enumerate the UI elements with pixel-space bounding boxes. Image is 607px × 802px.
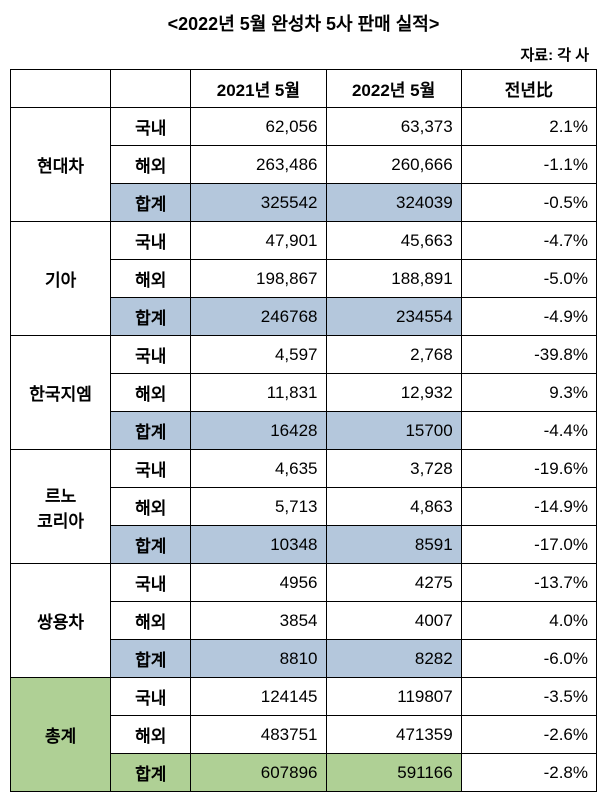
table-row: 르노 코리아국내4,6353,728-19.6% — [11, 450, 597, 488]
source-label: 자료: 각 사 — [10, 44, 597, 65]
type-cell: 국내 — [111, 564, 191, 602]
value-2021: 62,056 — [191, 108, 326, 146]
value-2022: 15700 — [326, 412, 461, 450]
header-row: 2021년 5월 2022년 5월 전년比 — [11, 70, 597, 108]
type-cell: 해외 — [111, 488, 191, 526]
header-blank1 — [11, 70, 111, 108]
type-cell: 국내 — [111, 336, 191, 374]
value-yoy: -39.8% — [461, 336, 596, 374]
value-2021: 4,635 — [191, 450, 326, 488]
type-cell: 국내 — [111, 450, 191, 488]
company-cell: 쌍용차 — [11, 564, 111, 678]
value-2022: 45,663 — [326, 222, 461, 260]
value-yoy: 4.0% — [461, 602, 596, 640]
table-row: 한국지엠국내4,5972,768-39.8% — [11, 336, 597, 374]
value-yoy: -4.7% — [461, 222, 596, 260]
table-row: 쌍용차국내49564275-13.7% — [11, 564, 597, 602]
type-cell: 해외 — [111, 146, 191, 184]
type-cell: 합계 — [111, 640, 191, 678]
type-cell: 국내 — [111, 108, 191, 146]
sales-table: 2021년 5월 2022년 5월 전년比 현대차국내62,05663,3732… — [10, 69, 597, 792]
type-cell: 해외 — [111, 602, 191, 640]
value-2021: 198,867 — [191, 260, 326, 298]
value-yoy: 9.3% — [461, 374, 596, 412]
value-yoy: -1.1% — [461, 146, 596, 184]
value-2021: 325542 — [191, 184, 326, 222]
value-2021: 16428 — [191, 412, 326, 450]
table-row: 현대차국내62,05663,3732.1% — [11, 108, 597, 146]
value-2021: 263,486 — [191, 146, 326, 184]
value-yoy: -2.6% — [461, 716, 596, 754]
type-cell: 합계 — [111, 754, 191, 792]
type-cell: 합계 — [111, 526, 191, 564]
value-2022: 260,666 — [326, 146, 461, 184]
value-yoy: -6.0% — [461, 640, 596, 678]
company-cell: 현대차 — [11, 108, 111, 222]
type-cell: 합계 — [111, 412, 191, 450]
value-2022: 234554 — [326, 298, 461, 336]
value-2022: 324039 — [326, 184, 461, 222]
value-2022: 63,373 — [326, 108, 461, 146]
value-yoy: -2.8% — [461, 754, 596, 792]
value-yoy: -14.9% — [461, 488, 596, 526]
type-cell: 합계 — [111, 184, 191, 222]
value-2021: 11,831 — [191, 374, 326, 412]
value-2022: 4275 — [326, 564, 461, 602]
value-2022: 12,932 — [326, 374, 461, 412]
value-2021: 4956 — [191, 564, 326, 602]
table-title: <2022년 5월 완성차 5사 판매 실적> — [10, 10, 597, 36]
value-2022: 4,863 — [326, 488, 461, 526]
company-cell: 기아 — [11, 222, 111, 336]
value-2022: 4007 — [326, 602, 461, 640]
value-2022: 591166 — [326, 754, 461, 792]
value-yoy: -0.5% — [461, 184, 596, 222]
value-2021: 3854 — [191, 602, 326, 640]
value-2021: 246768 — [191, 298, 326, 336]
company-cell: 르노 코리아 — [11, 450, 111, 564]
value-2022: 3,728 — [326, 450, 461, 488]
value-2022: 188,891 — [326, 260, 461, 298]
value-2021: 47,901 — [191, 222, 326, 260]
value-yoy: -19.6% — [461, 450, 596, 488]
value-yoy: -17.0% — [461, 526, 596, 564]
value-yoy: -4.4% — [461, 412, 596, 450]
table-row: 기아국내47,90145,663-4.7% — [11, 222, 597, 260]
type-cell: 합계 — [111, 298, 191, 336]
value-2022: 8282 — [326, 640, 461, 678]
value-2021: 607896 — [191, 754, 326, 792]
header-2021: 2021년 5월 — [191, 70, 326, 108]
value-2021: 4,597 — [191, 336, 326, 374]
type-cell: 해외 — [111, 716, 191, 754]
value-2022: 2,768 — [326, 336, 461, 374]
value-2021: 8810 — [191, 640, 326, 678]
value-2022: 8591 — [326, 526, 461, 564]
value-2021: 483751 — [191, 716, 326, 754]
value-yoy: -4.9% — [461, 298, 596, 336]
company-cell: 총계 — [11, 678, 111, 792]
value-2021: 5,713 — [191, 488, 326, 526]
header-yoy: 전년比 — [461, 70, 596, 108]
value-yoy: -3.5% — [461, 678, 596, 716]
value-2022: 119807 — [326, 678, 461, 716]
type-cell: 해외 — [111, 374, 191, 412]
value-2022: 471359 — [326, 716, 461, 754]
value-yoy: 2.1% — [461, 108, 596, 146]
header-2022: 2022년 5월 — [326, 70, 461, 108]
header-blank2 — [111, 70, 191, 108]
value-yoy: -5.0% — [461, 260, 596, 298]
company-cell: 한국지엠 — [11, 336, 111, 450]
type-cell: 국내 — [111, 678, 191, 716]
value-2021: 10348 — [191, 526, 326, 564]
table-row: 총계국내124145119807-3.5% — [11, 678, 597, 716]
value-2021: 124145 — [191, 678, 326, 716]
type-cell: 해외 — [111, 260, 191, 298]
type-cell: 국내 — [111, 222, 191, 260]
value-yoy: -13.7% — [461, 564, 596, 602]
